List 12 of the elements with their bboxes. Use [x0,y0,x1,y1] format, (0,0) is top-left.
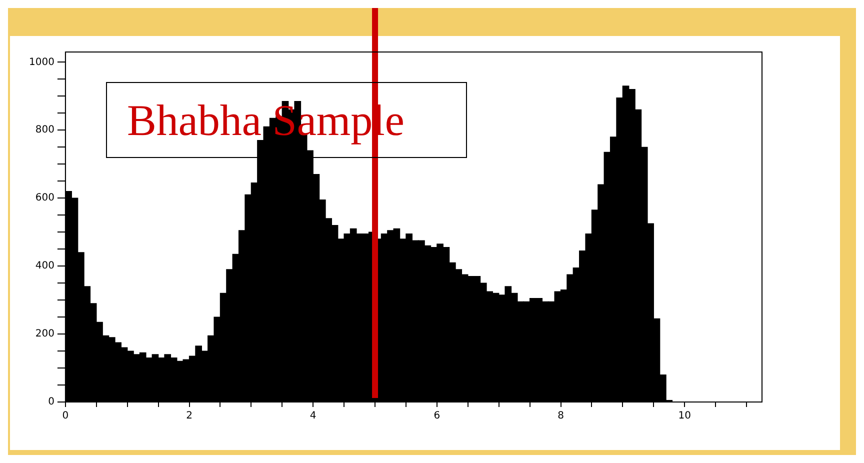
x-tick-label: 6 [434,410,440,422]
y-tick-label: 200 [35,328,54,340]
x-tick-label: 0 [62,410,69,422]
y-tick-label: 0 [48,396,54,408]
y-tick-label: 600 [35,192,54,204]
x-tick-label: 8 [558,410,564,422]
x-tick-label: 4 [310,410,316,422]
y-tick-label: 1000 [28,56,54,68]
y-tick-label: 800 [35,124,54,136]
y-tick-label: 400 [35,260,54,272]
x-tick-label: 2 [186,410,192,422]
x-tick-label: 10 [678,410,691,422]
